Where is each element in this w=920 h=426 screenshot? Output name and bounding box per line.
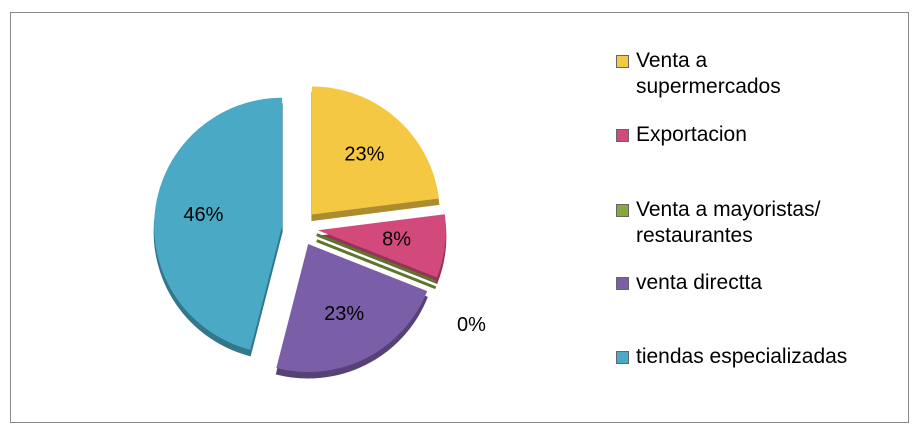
legend-label: Venta a mayoristas/ restaurantes xyxy=(636,198,821,247)
data-label: 46% xyxy=(183,204,223,226)
legend-swatch xyxy=(616,204,629,217)
legend-label: venta directta xyxy=(636,271,763,294)
slice-side xyxy=(316,239,437,290)
slice xyxy=(276,244,428,373)
legend-item: Exportacion xyxy=(616,122,920,148)
legend-swatch xyxy=(616,55,629,68)
legend-label: Exportacion xyxy=(636,123,747,146)
legend-swatch xyxy=(616,351,629,364)
legend-swatch xyxy=(616,277,629,290)
legend-label: tiendas especializadas xyxy=(636,345,848,368)
slice xyxy=(154,97,283,350)
data-label: 0% xyxy=(457,314,486,336)
legend-item: Venta a mayoristas/ restaurantes xyxy=(616,197,846,249)
data-label: 23% xyxy=(344,143,384,165)
legend-label: Venta a supermercados xyxy=(636,49,781,98)
slice xyxy=(311,86,439,215)
slice xyxy=(316,233,437,284)
legend-item: tiendas especializadas xyxy=(616,344,920,370)
data-label: 23% xyxy=(324,303,364,325)
data-label: 8% xyxy=(382,228,411,250)
legend-swatch xyxy=(616,129,629,142)
slice xyxy=(317,214,446,278)
legend-item: venta directta xyxy=(616,270,920,296)
legend-item: Venta a supermercados xyxy=(616,48,846,100)
